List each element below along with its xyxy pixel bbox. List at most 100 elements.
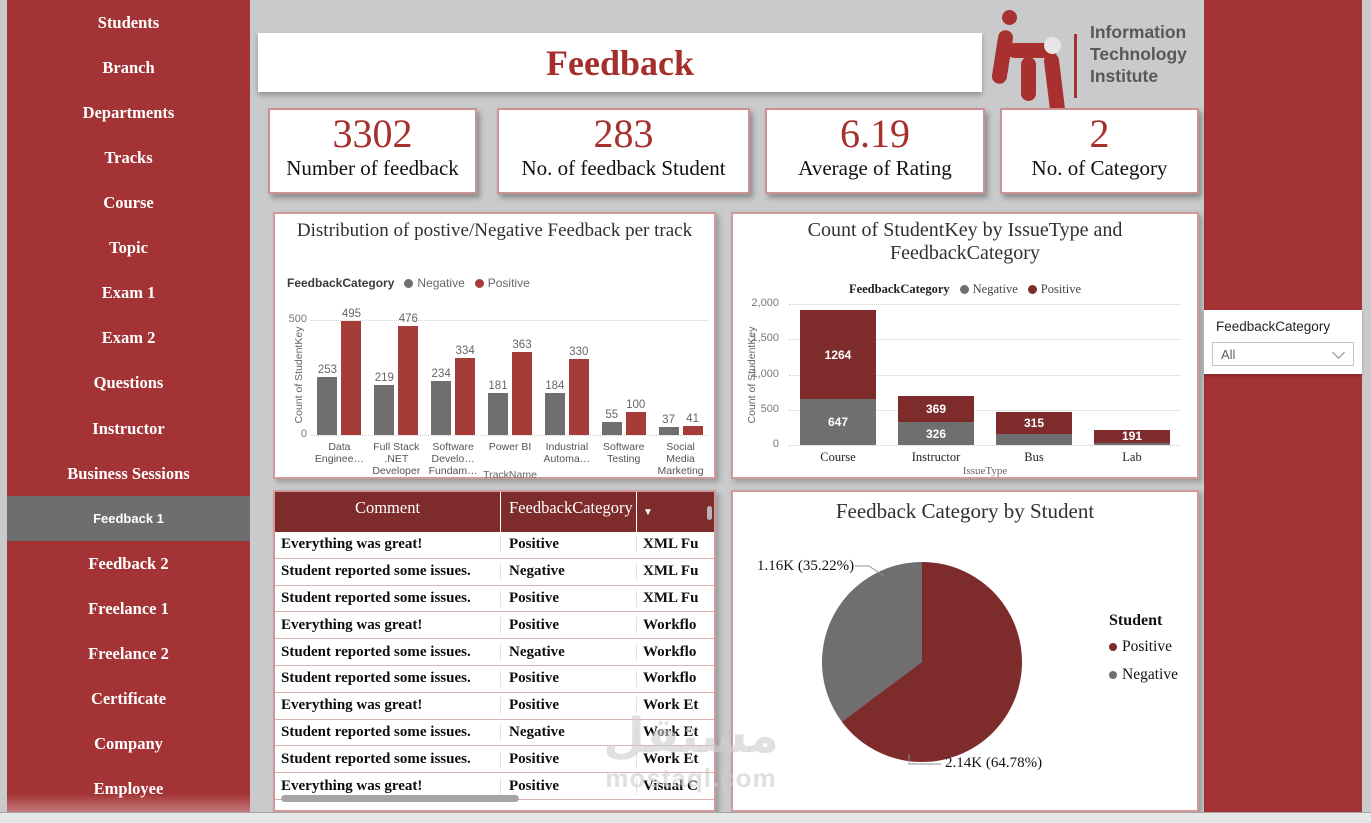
bar-negative[interactable] [544,392,565,435]
legend-title: Student [1109,612,1163,629]
y-tick: 0 [300,428,307,440]
bar-column: 495 [339,308,363,435]
legend-item-negative[interactable]: Negative [404,276,465,290]
sort-descending-icon[interactable]: ▼ [643,507,653,518]
sidebar-item-freelance-2[interactable]: Freelance 2 [88,644,169,664]
stacked-bar[interactable]: 1264 647 [800,310,876,445]
table-row: Everything was great! Positive Work Et [275,693,714,720]
y-axis-title: Count of StudentKey [293,326,305,424]
bar-value-label: 495 [341,308,362,321]
legend-item-positive[interactable]: Positive [1109,638,1178,656]
pie-slice-label-negative: 1.16K (35.22%) [757,558,855,574]
sidebar-item-topic[interactable]: Topic [109,238,148,258]
category-label: Power BI [488,441,532,453]
sidebar-item-feedback-2[interactable]: Feedback 2 [88,553,169,573]
sidebar-item-students[interactable]: Students [97,12,160,32]
feedback-table-visual[interactable]: Comment FeedbackCategory ▼ Everything wa… [273,490,716,812]
bar-positive[interactable] [568,359,589,435]
column-header-comment[interactable]: Comment [275,492,501,532]
bar-positive[interactable] [625,412,646,435]
bar-negative[interactable] [601,422,622,435]
sidebar-item-branch[interactable]: Branch [102,57,155,77]
legend-item-positive[interactable]: Positive [1027,282,1081,297]
slicer-dropdown[interactable]: All [1212,342,1354,366]
bar-column: 476 [396,313,420,435]
gridline [789,304,1181,305]
segment-negative[interactable]: 647 [800,399,876,445]
legend-dot-icon [1109,643,1117,651]
bar-negative[interactable] [374,384,395,435]
sidebar-item-feedback-1[interactable]: Feedback 1 [7,496,250,542]
sidebar-item-questions[interactable]: Questions [93,373,164,393]
cell-comment: Everything was great! [275,536,501,554]
bar-positive[interactable] [682,425,703,435]
column-header-feedbackcategory[interactable]: FeedbackCategory [501,492,637,532]
segment-negative[interactable] [1094,443,1170,445]
bar-column: 184 [543,380,567,435]
gridline [789,409,1181,411]
bar-negative[interactable] [317,376,338,435]
pie-chart[interactable] [822,562,1022,762]
segment-positive[interactable]: 1264 [800,310,876,400]
sidebar-item-business-sessions[interactable]: Business Sessions [67,463,190,483]
sidebar-item-instructor[interactable]: Instructor [92,418,165,438]
bar-negative[interactable] [431,381,452,435]
segment-positive[interactable]: 315 [996,411,1072,434]
table-row: Student reported some issues. Positive Wor… [275,666,714,693]
kpi-card-category-count[interactable]: 2 No. of Category [1000,108,1199,194]
category-label: Software Testing [603,441,645,466]
chart-feedback-category-pie[interactable]: Feedback Category by Student 1.16K (35.2… [731,490,1199,812]
cell-comment: Student reported some issues. [275,589,501,607]
kpi-card-number-of-feedback[interactable]: 3302 Number of feedback [268,108,477,194]
chart-feedback-per-track[interactable]: Distribution of postive/Negative Feedbac… [273,212,716,481]
bar-positive[interactable] [512,351,532,435]
sidebar-item-departments[interactable]: Departments [82,102,175,122]
horizontal-scrollbar-thumb[interactable] [281,795,519,802]
sidebar-item-course[interactable]: Course [103,192,154,212]
bar-column: 55 [600,409,624,435]
stacked-bar[interactable]: 191 [1094,429,1170,445]
bar-negative[interactable] [658,426,679,435]
bar-column: 334 [453,345,477,435]
cell-topic: Work Et [643,750,699,767]
vertical-scrollbar-thumb[interactable] [707,506,712,520]
segment-negative[interactable]: 326 [898,422,974,445]
legend-item-negative[interactable]: Negative [959,282,1018,297]
bar-positive[interactable] [341,321,362,435]
stacked-bar[interactable]: 315 [996,411,1072,445]
kpi-card-average-rating[interactable]: 6.19 Average of Rating [765,108,985,194]
legend-item-negative[interactable]: Negative [1109,666,1178,684]
segment-positive[interactable]: 369 [898,396,974,422]
chart-studentkey-by-issuetype[interactable]: Count of StudentKey by IssueType and Fee… [731,212,1199,479]
cell-feedbackcategory: Positive [501,777,637,795]
sidebar-item-exam-2[interactable]: Exam 2 [101,328,156,348]
bar-value-label: 234 [431,368,451,381]
bar-group: 184 330 [538,346,595,435]
bar-negative[interactable] [488,393,508,435]
sidebar-item-employee[interactable]: Employee [93,779,164,799]
table-row: Student reported some issues. Negative XML… [275,559,714,586]
kpi-label: Average of Rating [798,156,952,180]
plot-area: 253 495 219 476 234 334 181 363 184 330 55 100 37 41 [311,308,709,435]
column-header-sorted[interactable]: ▼ [637,492,714,532]
cell-comment: Student reported some issues. [275,643,501,661]
cell-feedbackcategory: Positive [501,697,637,715]
sidebar-item-freelance-1[interactable]: Freelance 1 [88,598,169,618]
sidebar-item-exam-1[interactable]: Exam 1 [101,283,156,303]
bar-positive[interactable] [455,358,476,435]
cell-comment: Student reported some issues. [275,670,501,688]
sidebar-item-company[interactable]: Company [94,734,163,754]
sidebar-item-tracks[interactable]: Tracks [104,147,153,167]
stacked-bar[interactable]: 369 326 [898,396,974,445]
legend-item-positive[interactable]: Positive [474,276,530,290]
bar-positive[interactable] [398,325,419,435]
chevron-down-icon [1332,345,1345,359]
kpi-card-feedback-students[interactable]: 283 No. of feedback Student [497,108,750,194]
segment-negative[interactable] [996,433,1072,445]
kpi-label: No. of Category [1031,156,1168,180]
segment-positive[interactable]: 191 [1094,429,1170,443]
x-axis-title: IssueType [962,465,1008,477]
category-label: Software Develo… Fundam… [428,441,478,478]
sidebar-item-certificate[interactable]: Certificate [90,689,167,709]
gridline [789,445,1181,446]
